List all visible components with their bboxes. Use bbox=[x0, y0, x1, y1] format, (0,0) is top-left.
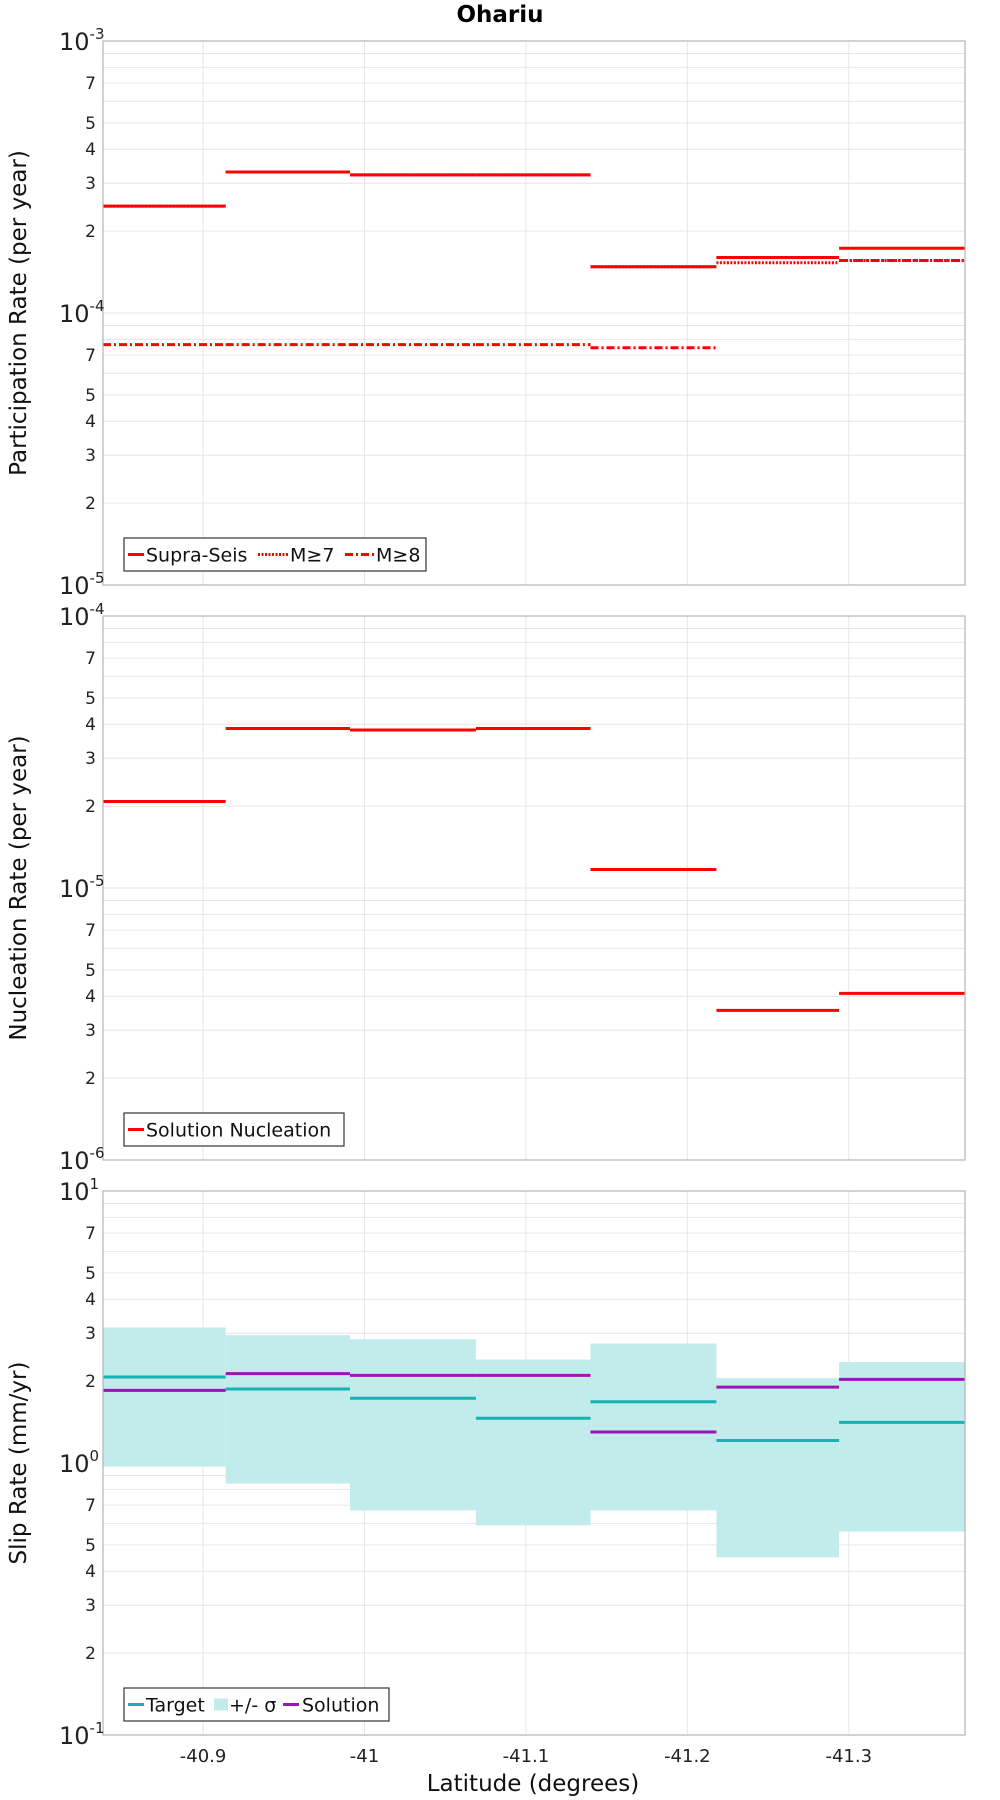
legend-entry: +/- σ bbox=[229, 1695, 276, 1717]
y-axis-label: Slip Rate (mm/yr) bbox=[6, 1362, 32, 1565]
x-tick-label: -41 bbox=[350, 1746, 379, 1767]
legend-box bbox=[123, 1687, 390, 1722]
y-tick-label: 2 bbox=[85, 1644, 96, 1664]
y-tick-label: 7 bbox=[85, 921, 96, 941]
y-axis-label: Nucleation Rate (per year) bbox=[6, 735, 32, 1040]
y-tick-label: 5 bbox=[85, 1264, 96, 1284]
plot-frame bbox=[102, 40, 966, 586]
x-tick-label: -41.2 bbox=[664, 1746, 711, 1767]
x-axis-label: Latitude (degrees) bbox=[427, 1771, 640, 1797]
band-segment bbox=[716, 1378, 840, 1558]
y-tick-label: 5 bbox=[85, 1536, 96, 1556]
legend-entry: M≥8 bbox=[376, 545, 420, 567]
y-tick-label: 2 bbox=[85, 1372, 96, 1392]
band-segment bbox=[103, 1327, 226, 1467]
y-tick-label: 5 bbox=[85, 386, 96, 406]
panel-2: 10-6 2 3 4 5 7 10-5 2 3 4 5 7 10-4 Nucleation Rate (p… bbox=[6, 600, 966, 1175]
y-tick-label: 3 bbox=[85, 1596, 96, 1616]
plot-frame bbox=[102, 615, 966, 1161]
legend: Supra-Seis M≥7 M≥8 bbox=[123, 537, 427, 572]
y-tick-label: 10-6 bbox=[59, 1144, 105, 1175]
y-tick-label: 4 bbox=[85, 1562, 96, 1582]
y-tick-label: 5 bbox=[85, 114, 96, 134]
legend-box bbox=[123, 537, 427, 572]
y-tick-label: 7 bbox=[85, 649, 96, 669]
y-axis-label: Participation Rate (per year) bbox=[6, 150, 32, 476]
legend: Target +/- σ Solution bbox=[123, 1687, 390, 1722]
y-tick-label: 2 bbox=[85, 222, 96, 242]
y-tick-label: 5 bbox=[85, 689, 96, 709]
x-tick-label: -40.9 bbox=[180, 1746, 227, 1767]
y-tick-label: 10-4 bbox=[59, 297, 105, 328]
band-segment bbox=[349, 1339, 476, 1511]
legend-swatch bbox=[214, 1698, 228, 1711]
band-segment bbox=[225, 1335, 350, 1484]
legend-entry: Target bbox=[145, 1695, 205, 1717]
legend-box bbox=[123, 1112, 345, 1147]
chart-title: Ohariu bbox=[456, 2, 543, 28]
legend-entry: M≥7 bbox=[290, 545, 334, 567]
y-tick-label: 7 bbox=[85, 74, 96, 94]
y-tick-label: 3 bbox=[85, 749, 96, 769]
y-tick-label: 7 bbox=[85, 1224, 96, 1244]
y-tick-label: 3 bbox=[85, 1021, 96, 1041]
band-segment bbox=[839, 1362, 965, 1532]
y-tick-label: 10-1 bbox=[59, 1719, 105, 1750]
y-tick-label: 10-5 bbox=[59, 872, 105, 903]
panels: 10-5 2 3 4 5 7 10-4 2 3 4 5 7 10-3 Participation Rate… bbox=[6, 25, 966, 1767]
legend-entry: Solution bbox=[302, 1695, 379, 1717]
y-tick-label: 4 bbox=[85, 1290, 96, 1310]
y-tick-label: 5 bbox=[85, 961, 96, 981]
legend-entry: Supra-Seis bbox=[146, 545, 247, 567]
y-tick-label: 10-5 bbox=[59, 569, 105, 600]
legend-entry: Solution Nucleation bbox=[146, 1120, 331, 1142]
y-tick-label: 4 bbox=[85, 715, 96, 735]
y-tick-label: 4 bbox=[85, 140, 96, 160]
y-tick-label: 3 bbox=[85, 174, 96, 194]
y-tick-label: 2 bbox=[85, 797, 96, 817]
y-tick-label: 2 bbox=[85, 494, 96, 514]
y-tick-label: 4 bbox=[85, 412, 96, 432]
band-segment bbox=[475, 1359, 591, 1526]
y-tick-label: 3 bbox=[85, 1324, 96, 1344]
y-tick-label: 2 bbox=[85, 1069, 96, 1089]
band-segment bbox=[590, 1343, 717, 1511]
x-tick-label: -41.1 bbox=[503, 1746, 550, 1767]
y-tick-label: 3 bbox=[85, 446, 96, 466]
y-tick-label: 7 bbox=[85, 1496, 96, 1516]
y-tick-label: 100 bbox=[59, 1447, 99, 1478]
x-tick-label: -41.3 bbox=[825, 1746, 872, 1767]
panel-1: 10-5 2 3 4 5 7 10-4 2 3 4 5 7 10-3 Participation Rate… bbox=[6, 25, 966, 600]
y-tick-label: 7 bbox=[85, 346, 96, 366]
legend: Solution Nucleation bbox=[123, 1112, 345, 1147]
y-tick-label: 10-3 bbox=[59, 25, 105, 56]
y-tick-label: 4 bbox=[85, 987, 96, 1007]
y-tick-label: 101 bbox=[59, 1175, 99, 1206]
y-tick-label: 10-4 bbox=[59, 600, 105, 631]
plot-frame bbox=[102, 1190, 966, 1736]
panel-3: 10-1 2 3 4 5 7 100 2 3 4 5 7 101 Slip Rate (mm/yr) Tar… bbox=[6, 1175, 966, 1767]
